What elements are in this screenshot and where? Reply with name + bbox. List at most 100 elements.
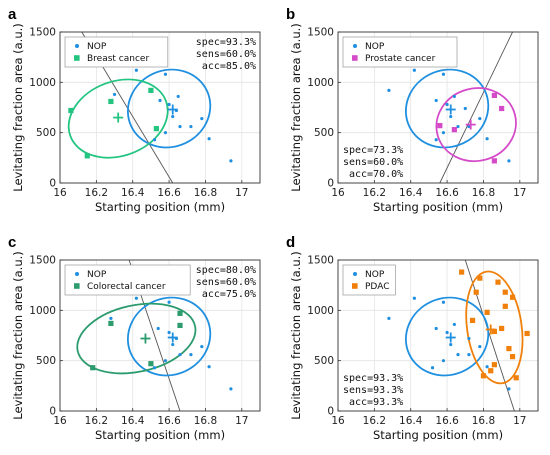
stat-text: spec=93.3% (196, 37, 256, 48)
legend-swatch (352, 283, 358, 289)
data-point (178, 353, 182, 357)
data-point (491, 158, 497, 164)
data-point (177, 322, 183, 329)
data-point (167, 102, 171, 107)
x-tick-label: 16.8 (472, 187, 495, 199)
data-point (513, 375, 519, 381)
y-tick-label: 500 (36, 127, 56, 139)
x-tick-label: 16 (331, 415, 345, 427)
stat-text: sens=60.0% (196, 49, 256, 60)
legend-box (342, 264, 396, 296)
y-tick-label: 1500 (29, 255, 56, 267)
data-point (451, 127, 457, 133)
x-tick-label: 16.6 (157, 415, 181, 427)
x-tick-label: 16.6 (157, 187, 181, 199)
legend-swatch (74, 283, 80, 289)
data-point (108, 98, 114, 105)
data-point (480, 373, 487, 379)
data-point (452, 94, 456, 99)
panel-d: d 16 16.2 16.4 16.6 16.8 17 0 500 1000 1500 Startin… (286, 234, 539, 442)
x-tick-label: 16.2 (363, 415, 386, 427)
x-axis-label: Starting position (mm) (95, 200, 225, 214)
data-point (485, 137, 489, 141)
data-point (112, 92, 117, 97)
legend-box (64, 36, 169, 68)
stat-text: spec=80.0% (196, 265, 256, 276)
data-point (158, 98, 162, 103)
y-tick-label: 500 (314, 355, 334, 367)
data-point (412, 68, 416, 72)
axes-box (337, 259, 539, 412)
y-axis-label: Levitating fraction area (a.u.) (289, 23, 303, 192)
x-tick-label: 16 (331, 187, 345, 199)
data-point (167, 330, 171, 335)
y-tick-label: 1500 (307, 27, 334, 39)
ellipse-1 (67, 78, 169, 159)
data-point (449, 114, 453, 119)
data-point (478, 116, 482, 121)
y-tick-label: 1000 (307, 77, 334, 89)
x-tick-label: 16.6 (435, 187, 459, 199)
y-axis-label: Levitating fraction area (a.u.) (289, 251, 303, 420)
data-point (134, 68, 138, 72)
legend-label: Breast cancer (87, 54, 149, 64)
panel-letter: b (286, 6, 295, 23)
data-point (163, 131, 168, 135)
plot-area (387, 32, 517, 183)
legend-label: Prostate cancer (365, 54, 436, 64)
legend-label: Colorectal cancer (87, 282, 166, 292)
ellipse-1 (465, 270, 524, 385)
data-point (229, 159, 233, 163)
data-point (167, 300, 171, 304)
data-point (434, 326, 438, 331)
x-tick-label: 16.2 (85, 415, 108, 427)
data-point (495, 279, 501, 285)
ellipse-0 (126, 296, 212, 377)
data-point (200, 344, 204, 349)
x-tick-label: 16.4 (399, 187, 423, 199)
legend-label: NOP (87, 42, 107, 52)
ellipse-1 (76, 302, 197, 375)
data-point (207, 137, 211, 141)
panel-c: c 16 16.2 16.4 16.6 16.8 17 0 500 1000 1500 Startin… (8, 234, 261, 442)
stat-text: sens=60.0% (196, 277, 256, 288)
data-point (445, 102, 449, 107)
x-tick-label: 16.4 (121, 187, 145, 199)
panel-letter: d (286, 234, 295, 251)
x-axis-label: Starting position (mm) (373, 428, 503, 442)
data-point (502, 289, 508, 295)
data-point (109, 316, 113, 320)
legend-swatch (74, 55, 80, 61)
x-axis-label: Starting position (mm) (95, 428, 225, 442)
x-tick-label: 16 (53, 187, 67, 199)
x-tick-label: 16.2 (363, 187, 386, 199)
y-tick-label: 1000 (29, 305, 56, 317)
data-point (171, 342, 175, 347)
data-point (507, 159, 511, 163)
data-point (488, 368, 494, 374)
data-point (387, 316, 391, 320)
legend-label: PDAC (365, 282, 389, 292)
data-point (485, 365, 489, 369)
data-point (509, 294, 516, 300)
data-point (467, 125, 471, 129)
stat-text: spec=93.3% (343, 373, 403, 384)
x-tick-label: 16.4 (399, 415, 423, 427)
panel-a: a 16 16.2 16.4 16.6 16.8 17 0 500 1000 1500 Startin… (8, 6, 261, 214)
axes-box (337, 31, 539, 184)
data-point (200, 116, 204, 121)
stat-text: acc=85.0% (202, 61, 256, 72)
data-point (189, 125, 193, 129)
y-tick-label: 500 (36, 355, 56, 367)
data-point (229, 387, 233, 391)
data-point (430, 366, 435, 370)
data-point (84, 153, 90, 159)
stat-text: acc=75.0% (202, 289, 256, 300)
x-tick-label: 16.8 (472, 415, 495, 427)
data-point (156, 326, 160, 331)
legend-box (64, 264, 191, 296)
data-point (499, 105, 505, 112)
data-point (90, 365, 96, 371)
x-tick-label: 16.8 (194, 187, 217, 199)
